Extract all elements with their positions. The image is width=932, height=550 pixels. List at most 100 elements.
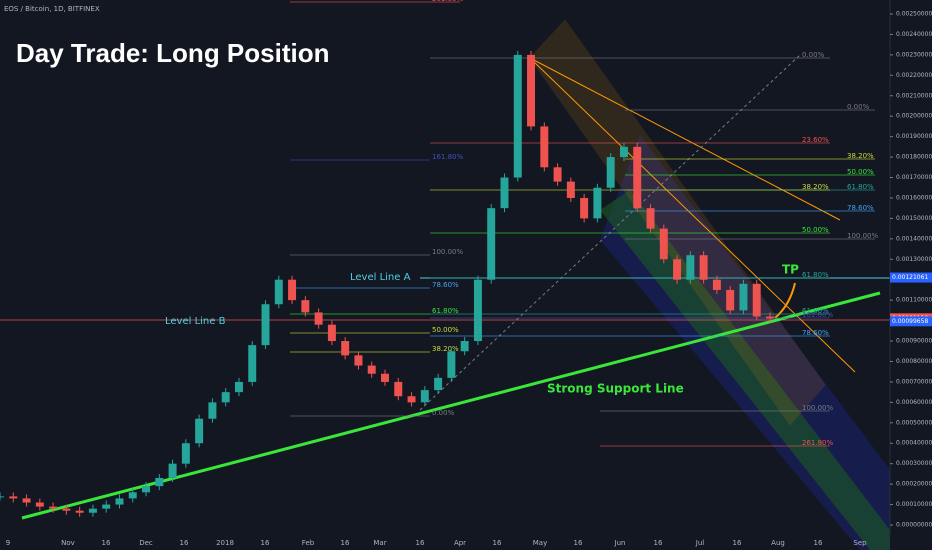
- y-tick-label: 0.00080000: [896, 358, 932, 365]
- x-tick-label: Jul: [695, 539, 705, 547]
- candle: [115, 498, 124, 505]
- candle: [566, 181, 575, 198]
- candle: [221, 392, 230, 403]
- candle: [527, 54, 536, 127]
- y-tick-label: 0.00230000: [896, 51, 932, 58]
- candle: [487, 208, 496, 280]
- candle: [686, 255, 695, 280]
- candle: [341, 341, 350, 356]
- candle: [301, 300, 310, 313]
- chart-title: Day Trade: Long Position: [16, 38, 329, 68]
- fib-label: 61.80%: [847, 183, 874, 191]
- x-tick-label: Jun: [614, 539, 626, 547]
- x-tick-label: Apr: [454, 539, 466, 547]
- x-tick-label: 9: [6, 539, 10, 547]
- pitchfork: [529, 19, 826, 426]
- y-tick-label: 0.00050000: [896, 419, 932, 426]
- x-tick-label: 2018: [216, 539, 234, 547]
- candle: [49, 506, 58, 509]
- candle: [234, 381, 243, 393]
- candle: [75, 510, 84, 513]
- candle: [619, 146, 628, 158]
- y-tick-label: 0.00220000: [896, 72, 932, 79]
- fib-label: 50.00%: [847, 168, 874, 176]
- fib-label: 61.80%: [432, 307, 459, 315]
- y-tick-label: 0.00190000: [896, 133, 932, 140]
- price-label: 0.00099658: [892, 318, 928, 325]
- y-tick-label: 0.00010000: [896, 501, 932, 508]
- candle: [261, 304, 270, 346]
- candle: [168, 463, 177, 478]
- x-tick-label: 16: [814, 539, 823, 547]
- candle: [513, 54, 522, 178]
- price-label-bg: [890, 316, 932, 327]
- fib-label: 100.00%: [802, 404, 833, 412]
- tp-arrow: [774, 282, 796, 319]
- fib-label: 38.20%: [432, 345, 459, 353]
- fib-label: 61.80%: [802, 271, 829, 279]
- candle: [593, 187, 602, 219]
- fib-label: 78.60%: [432, 281, 459, 289]
- candle: [381, 373, 389, 382]
- candle: [460, 341, 469, 352]
- x-tick-label: Feb: [302, 539, 315, 547]
- candle: [102, 504, 111, 509]
- candle: [606, 157, 615, 188]
- fib-label: 38.20%: [847, 152, 874, 160]
- fib-label: 100.00%: [432, 248, 463, 256]
- candle: [394, 381, 403, 397]
- x-tick-label: 16: [654, 539, 663, 547]
- x-tick-label: 16: [574, 539, 583, 547]
- candle: [367, 365, 376, 374]
- candle: [274, 279, 283, 305]
- x-tick-label: 16: [341, 539, 350, 547]
- y-tick-label: 0.00200000: [896, 113, 932, 120]
- annotation: Level Line B: [165, 316, 226, 327]
- candle: [354, 355, 363, 366]
- candle: [142, 486, 151, 493]
- x-tick-label: Dec: [139, 539, 153, 547]
- fib-label: 78.60%: [802, 329, 829, 337]
- fib-label: 23.60%: [802, 136, 829, 144]
- candle: [195, 418, 204, 444]
- candle: [434, 377, 443, 391]
- trend-line: [529, 57, 841, 221]
- candle: [447, 351, 456, 378]
- fib-label: 161.80%: [802, 311, 833, 319]
- x-tick-label: Nov: [61, 539, 75, 547]
- x-tick-label: 16: [733, 539, 742, 547]
- annotation: Level Line A: [350, 272, 411, 283]
- annotation: TP: [782, 263, 799, 277]
- candle: [633, 146, 642, 209]
- candle: [699, 255, 708, 280]
- x-tick-label: 16: [261, 539, 270, 547]
- candle: [128, 492, 137, 499]
- y-tick-label: 0.00240000: [896, 31, 932, 38]
- candle: [553, 167, 562, 182]
- y-tick-label: 0.00130000: [896, 256, 932, 263]
- y-tick-label: 0.00250000: [896, 11, 932, 18]
- candle: [659, 228, 668, 260]
- x-tick-label: Mar: [373, 539, 386, 547]
- x-tick-label: Aug: [771, 539, 785, 547]
- y-tick-label: 0.00140000: [896, 235, 932, 242]
- candle: [288, 279, 297, 301]
- fib-label: 161.80%: [432, 153, 463, 161]
- x-tick-label: May: [533, 539, 547, 547]
- candle: [580, 197, 589, 219]
- fib-label: 50.00%: [802, 226, 829, 234]
- y-tick-label: 0.00160000: [896, 194, 932, 201]
- candle: [673, 259, 682, 280]
- fib-label: 0.00%: [432, 409, 455, 417]
- fib-label: 0.00%: [802, 51, 825, 59]
- candle: [420, 390, 429, 403]
- y-tick-label: 0.00180000: [896, 154, 932, 161]
- candle: [473, 279, 482, 342]
- fib-label: 100.00%: [847, 232, 878, 240]
- fib-label: 38.20%: [802, 183, 829, 191]
- candle: [22, 498, 31, 503]
- x-tick-label: 16: [416, 539, 425, 547]
- y-tick-label: 0.00150000: [896, 215, 932, 222]
- y-tick-label: 0.00030000: [896, 460, 932, 467]
